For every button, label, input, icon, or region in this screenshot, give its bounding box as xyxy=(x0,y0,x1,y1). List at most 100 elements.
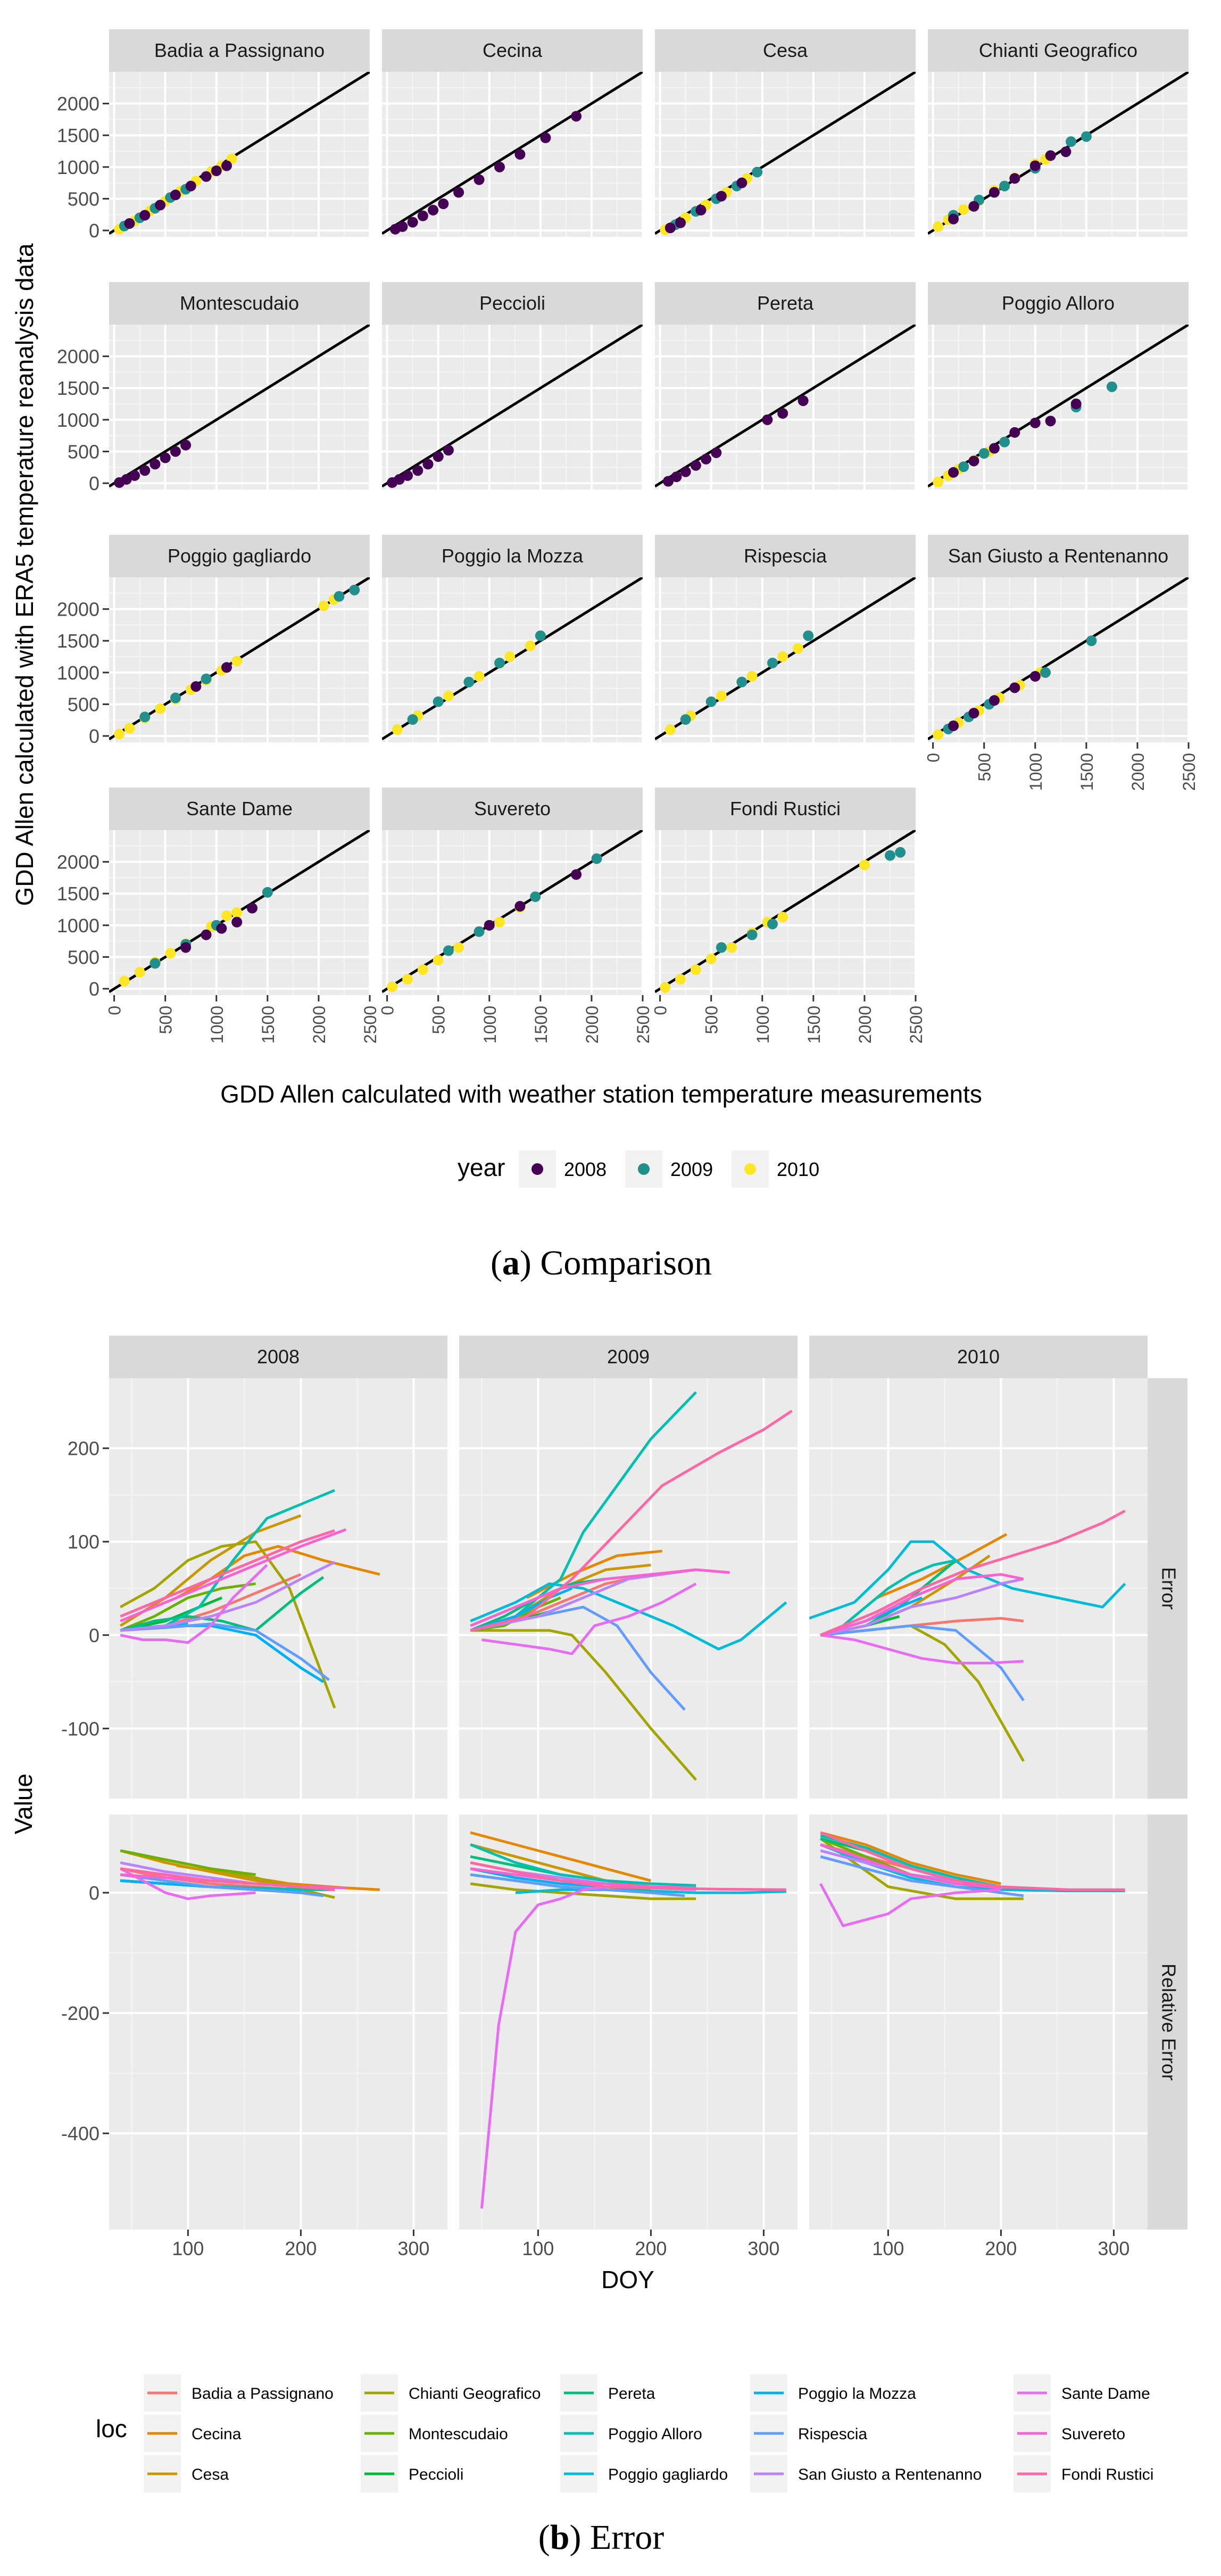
data-point-2008 xyxy=(394,474,405,485)
x-tick-label: 2500 xyxy=(361,1006,380,1043)
y-tick-label: 2000 xyxy=(57,93,99,115)
data-point-2009 xyxy=(680,714,691,725)
facet-strip xyxy=(109,535,370,577)
data-point-2008 xyxy=(1029,160,1041,171)
data-point-2009 xyxy=(334,591,345,602)
identity-line xyxy=(382,72,643,235)
col-strip-label-2009: 2009 xyxy=(607,1346,650,1368)
legend-label: 2009 xyxy=(670,1158,713,1180)
y-tick-label: 0 xyxy=(89,473,99,494)
data-point-2008 xyxy=(484,920,495,931)
series-line-poggio-gagliardo xyxy=(809,1540,1126,1620)
facet-strip xyxy=(928,29,1189,72)
x-tick-label: 500 xyxy=(429,1006,448,1034)
line-panel-error-2008 xyxy=(109,1378,447,1799)
data-point-2008 xyxy=(514,149,526,160)
x-tick-label: 0 xyxy=(924,753,943,763)
data-point-2008 xyxy=(474,174,485,185)
facet-panel-sante-dame: Sante Dame 0 500 1000 1500 2000 0 500 1000 1500 20… xyxy=(57,788,380,1043)
data-point-2008 xyxy=(665,222,676,234)
legend-title: loc xyxy=(96,2415,127,2442)
legend-label: Poggio la Mozza xyxy=(798,2385,916,2403)
data-point-2008 xyxy=(170,189,181,201)
data-point-2009 xyxy=(530,891,541,902)
series-line-rispescia xyxy=(820,1624,1025,1702)
facet-label: Montescudaio xyxy=(180,292,299,314)
data-point-2009 xyxy=(895,847,906,858)
y-tick-label: 500 xyxy=(68,946,99,968)
facet-strip xyxy=(382,535,643,577)
data-point-2010 xyxy=(402,974,413,985)
data-point-2008 xyxy=(149,459,161,470)
y-tick-label: -100 xyxy=(61,1718,99,1740)
facet-panel-suvereto: Suvereto 0 500 1000 1500 2000 2500 xyxy=(378,788,653,1043)
facet-label: Rispescia xyxy=(744,545,827,567)
series-line-chianti-geografico xyxy=(470,1882,696,1900)
data-point-2008 xyxy=(948,467,959,478)
data-point-2010 xyxy=(793,643,804,654)
data-point-2008 xyxy=(247,902,258,914)
data-point-2009 xyxy=(958,461,969,473)
data-point-2010 xyxy=(231,656,243,667)
data-point-2009 xyxy=(884,850,895,861)
data-point-2009 xyxy=(443,945,454,956)
data-point-2010 xyxy=(119,975,130,987)
facet-panel-san-giusto-a-rentenanno: San Giusto a Rentenanno 0 500 1000 1500 2000 2… xyxy=(924,535,1199,791)
data-point-2008 xyxy=(716,190,727,202)
caption-label: b xyxy=(550,2518,570,2557)
col-strip-label-2010: 2010 xyxy=(957,1346,1000,1368)
series-line-fondi-rustici xyxy=(820,1831,1125,1891)
col-strip xyxy=(809,1336,1148,1378)
x-tick-label: 500 xyxy=(156,1006,176,1034)
data-point-2009 xyxy=(705,696,717,707)
series-line-sante-dame xyxy=(819,1883,1001,1927)
data-point-2008 xyxy=(417,210,428,221)
series-line-suvereto xyxy=(120,1528,347,1622)
y-tick-label: 0 xyxy=(89,1882,99,1904)
data-point-2008 xyxy=(777,408,788,419)
col-strip xyxy=(109,1336,447,1378)
data-point-2010 xyxy=(114,728,125,740)
data-point-2008 xyxy=(989,187,1000,198)
data-point-2008 xyxy=(402,470,413,481)
data-point-2008 xyxy=(671,471,682,483)
facet-panel-montescudaio: Montescudaio 0 500 1000 1500 2000 xyxy=(57,282,371,494)
facet-strip xyxy=(928,535,1189,577)
series-line-cecina xyxy=(470,1831,652,1882)
legend-dot-2009 xyxy=(638,1163,650,1175)
facet-label: Sante Dame xyxy=(186,798,293,819)
data-point-2010 xyxy=(453,942,464,953)
data-point-2008 xyxy=(129,470,140,481)
data-point-2008 xyxy=(968,201,979,212)
data-point-2010 xyxy=(933,221,944,232)
legend-label: Sante Dame xyxy=(1061,2385,1150,2403)
y-tick-label: 1500 xyxy=(57,630,99,652)
series-line-chianti-geografico xyxy=(470,1629,697,1781)
data-point-2008 xyxy=(139,465,151,476)
x-tick-label: 200 xyxy=(985,2238,1017,2259)
data-point-2008 xyxy=(989,695,1000,706)
facet-strip xyxy=(109,282,370,325)
data-point-2008 xyxy=(201,171,212,182)
x-tick-label: 500 xyxy=(975,753,994,781)
facet-panel-pereta: Pereta xyxy=(655,282,917,490)
data-point-2008 xyxy=(494,161,505,172)
legend-label: 2010 xyxy=(777,1158,819,1180)
data-point-2010 xyxy=(716,690,727,701)
data-point-2008 xyxy=(690,460,701,471)
data-point-2008 xyxy=(701,453,712,465)
legend-label: Chianti Geografico xyxy=(409,2385,541,2403)
data-point-2008 xyxy=(1009,427,1020,438)
data-point-2008 xyxy=(211,165,222,176)
panel-marks xyxy=(655,577,916,741)
data-point-2008 xyxy=(571,869,582,880)
data-point-2009 xyxy=(262,887,273,898)
panel-lines xyxy=(120,1849,380,1900)
legend-label: San Giusto a Rentenanno xyxy=(798,2466,982,2483)
data-point-2010 xyxy=(958,204,969,215)
data-point-2008 xyxy=(540,132,551,143)
facet-panel-rispescia: Rispescia xyxy=(655,535,917,742)
series-line-san-giusto-a-rentenanno xyxy=(820,1577,1024,1637)
row-strip xyxy=(1148,1378,1187,1799)
series-line-cesa xyxy=(119,1514,302,1627)
